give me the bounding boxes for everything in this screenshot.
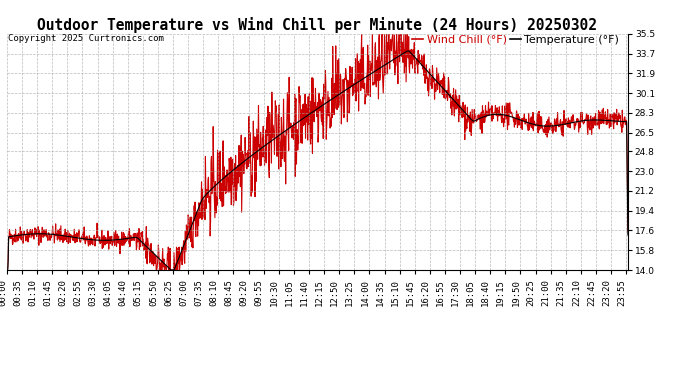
Temperature (°F) [210, 184, 219, 189]
Temperature (°F) [404, 49, 412, 53]
Temperature (°F) [415, 59, 423, 64]
Wind Chill (°F) [141, 240, 150, 244]
Wind Chill (°F) [3, 268, 12, 272]
Wind Chill (°F) [368, 32, 377, 36]
Wind Chill (°F) [624, 229, 632, 233]
Temperature (°F) [495, 112, 504, 117]
Temperature (°F) [141, 243, 149, 248]
Legend: Wind Chill (°F), Temperature (°F): Wind Chill (°F), Temperature (°F) [408, 30, 624, 49]
Temperature (°F) [624, 233, 632, 237]
Wind Chill (°F) [126, 236, 135, 241]
Wind Chill (°F) [496, 111, 504, 116]
Line: Temperature (°F): Temperature (°F) [7, 51, 628, 270]
Temperature (°F) [3, 268, 11, 272]
Title: Outdoor Temperature vs Wind Chill per Minute (24 Hours) 20250302: Outdoor Temperature vs Wind Chill per Mi… [37, 16, 598, 33]
Wind Chill (°F) [551, 117, 559, 122]
Wind Chill (°F) [210, 215, 219, 220]
Temperature (°F) [126, 236, 134, 240]
Wind Chill (°F) [3, 266, 11, 270]
Text: Copyright 2025 Curtronics.com: Copyright 2025 Curtronics.com [8, 34, 164, 43]
Temperature (°F) [551, 123, 559, 128]
Wind Chill (°F) [415, 52, 423, 57]
Line: Wind Chill (°F): Wind Chill (°F) [7, 34, 628, 270]
